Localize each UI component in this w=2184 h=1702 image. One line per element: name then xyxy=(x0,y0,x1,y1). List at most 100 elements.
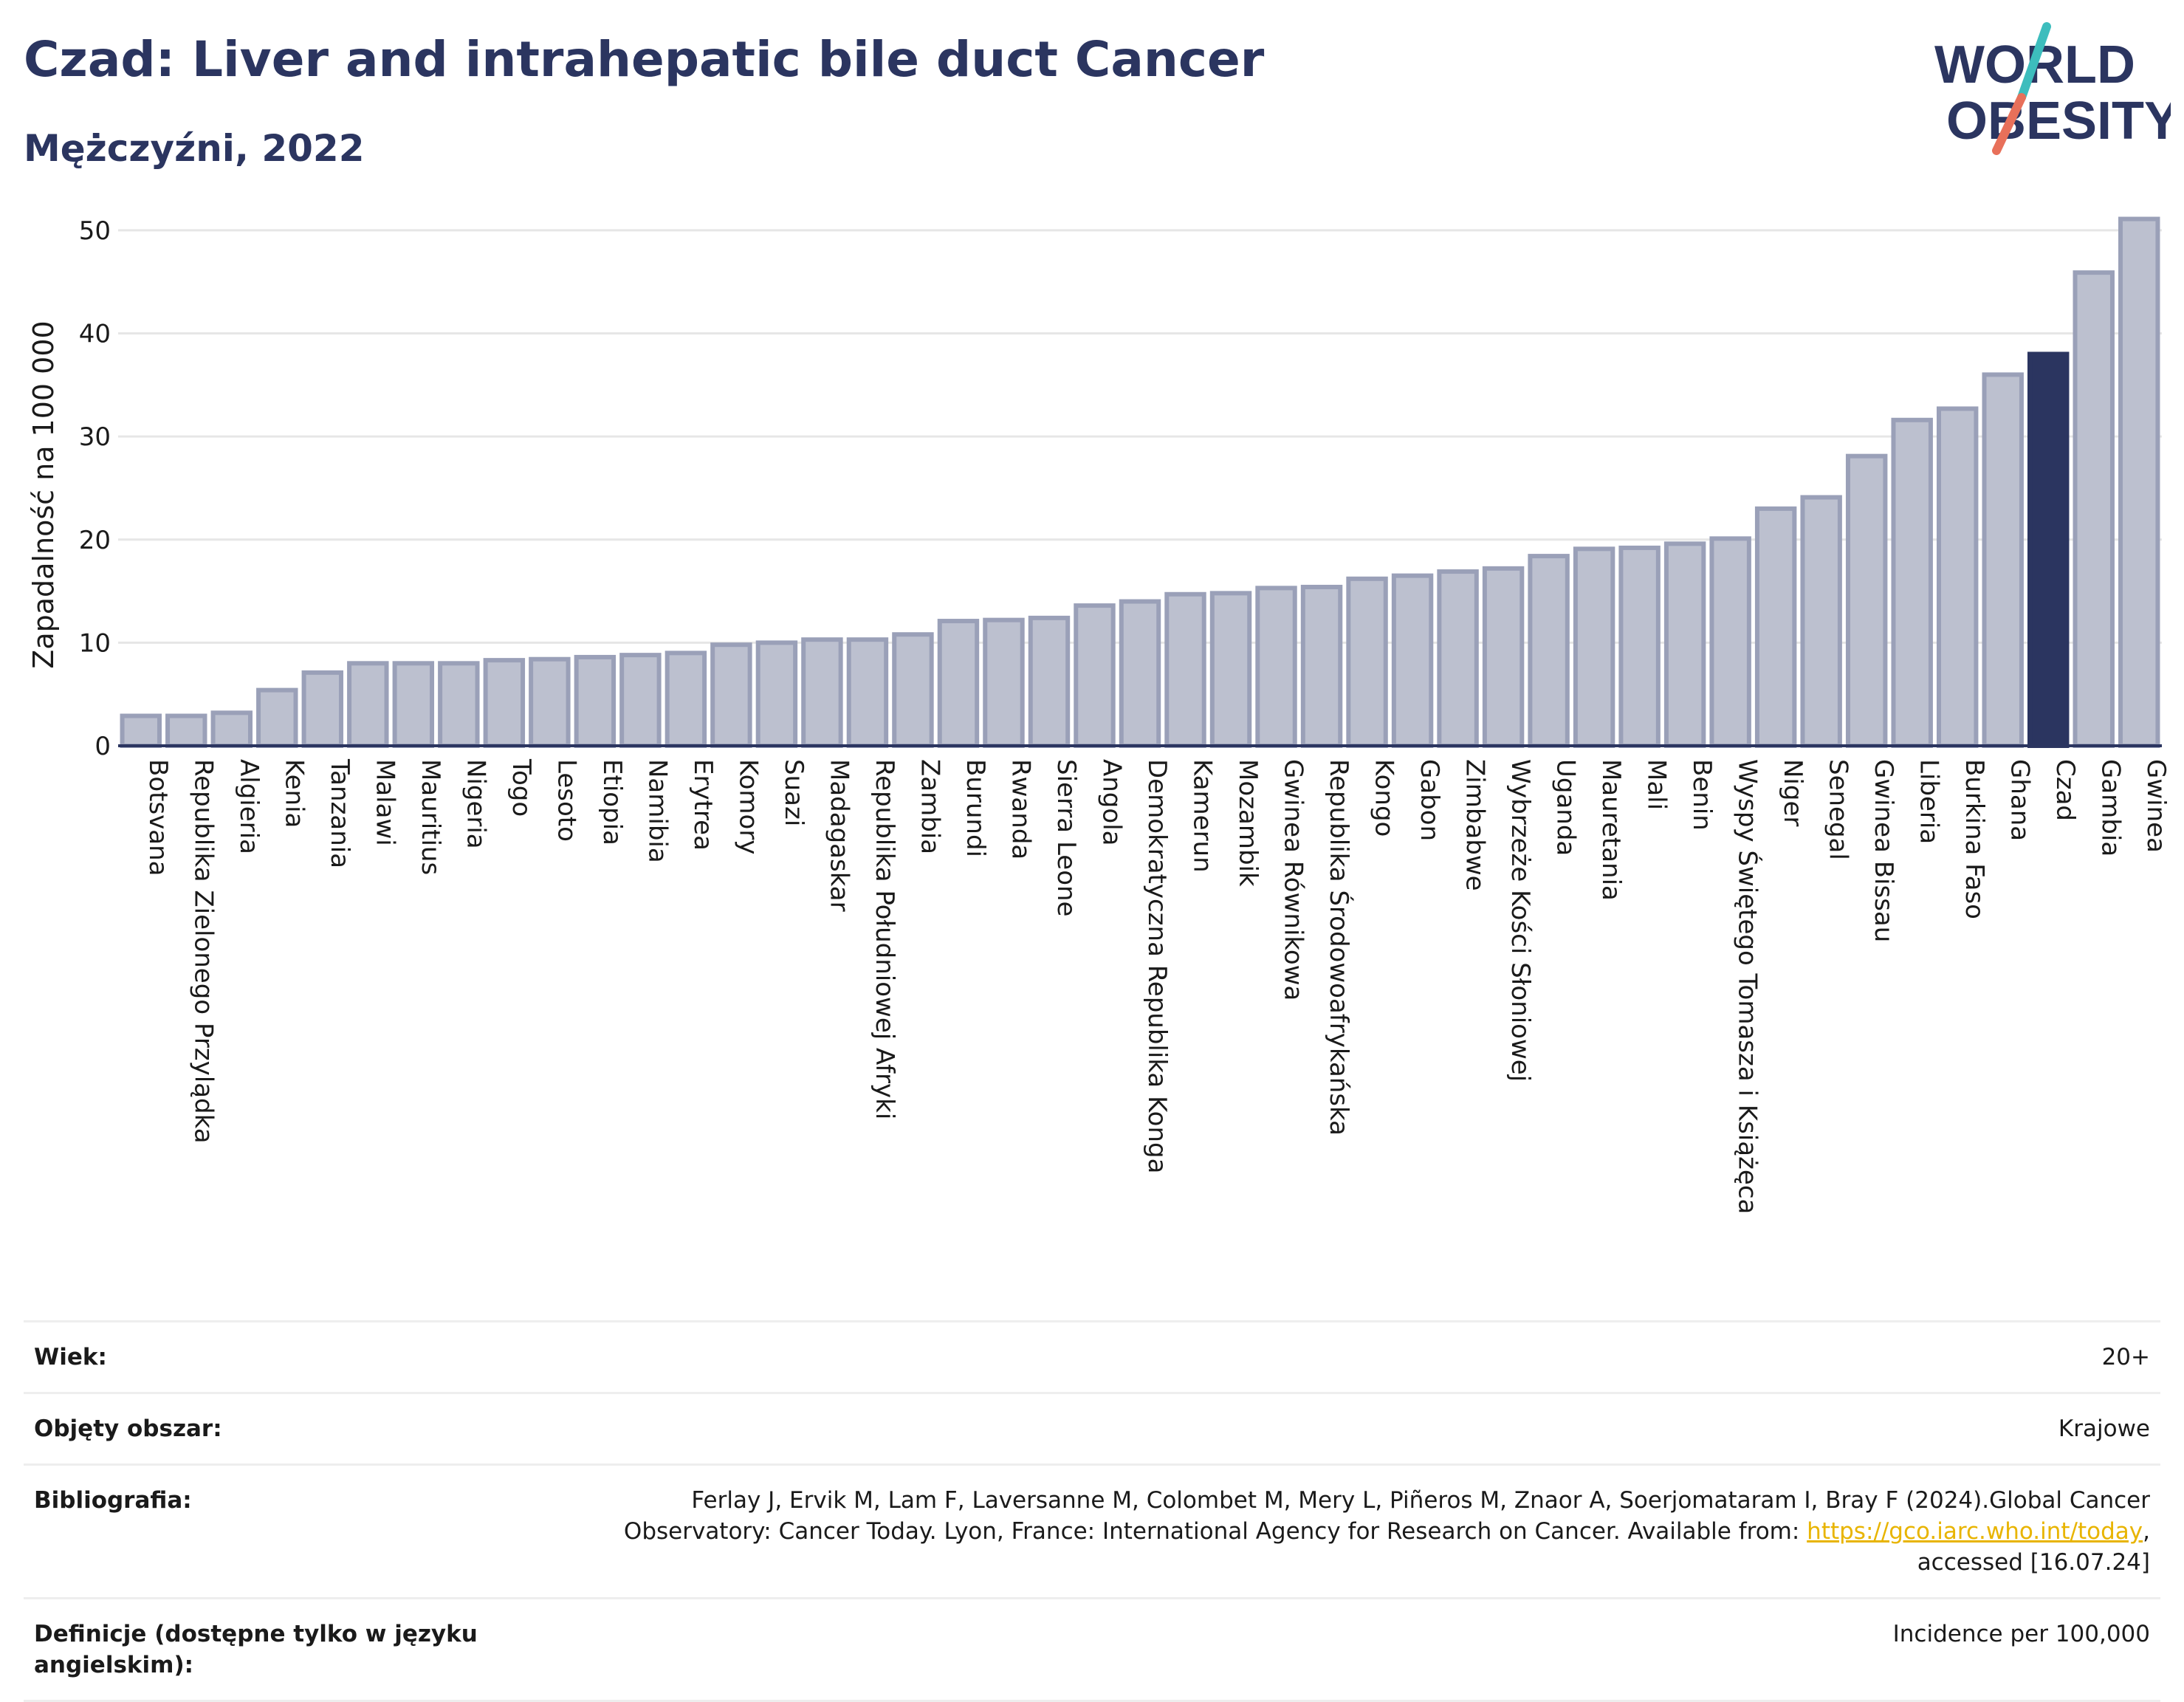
world-obesity-logo: WORLD OBESITY xyxy=(1934,22,2171,155)
y-axis-label: Zapadalność na 100 000 xyxy=(27,320,60,668)
x-tick-label: Republika Środowoafrykańska xyxy=(1324,759,1354,1136)
x-tick-label: Rwanda xyxy=(1006,759,1035,859)
x-tick-label: Angola xyxy=(1096,759,1126,845)
bar-chart: 0 10 20 30 40 50 Zapadalność na 100 000 Botsvan… xyxy=(27,216,2171,1214)
meta-row-bibliography: Bibliografia: Ferlay J, Ervik M, Lam F, … xyxy=(24,1463,2160,1597)
meta-def-label: Definicje (dostępne tylko w języku angie… xyxy=(34,1621,478,1678)
bar xyxy=(1573,546,1615,748)
y-tick-label: 10 xyxy=(79,628,111,658)
meta-row-area: Objęty obszar: Krajowe xyxy=(24,1392,2160,1463)
bar xyxy=(937,619,980,748)
y-tick-label: 30 xyxy=(79,422,111,452)
meta-bib-label: Bibliografia: xyxy=(34,1487,192,1514)
x-tick-label: Algieria xyxy=(234,759,264,854)
bar xyxy=(2118,216,2160,748)
meta-bib-text-2: Observatory: Cancer Today. Lyon, France:… xyxy=(623,1518,1807,1545)
meta-def-value: Incidence per 100,000 xyxy=(1892,1621,2150,1647)
bar xyxy=(210,710,253,748)
bar xyxy=(710,642,752,748)
x-tick-label: Kenia xyxy=(279,759,309,828)
y-tick-label: 20 xyxy=(79,526,111,555)
x-tick-label: Botsvana xyxy=(143,759,173,876)
bar xyxy=(256,687,298,748)
meta-bib-value: Ferlay J, Ervik M, Lam F, Laversanne M, … xyxy=(624,1485,2150,1578)
meta-bib-text-3: , xyxy=(2143,1518,2150,1545)
bar xyxy=(1528,554,1570,748)
bar xyxy=(1074,603,1116,749)
meta-area-label: Objęty obszar: xyxy=(34,1416,222,1442)
x-tick-label: Ghana xyxy=(2005,759,2035,841)
x-tick-label: Zimbabwe xyxy=(1460,759,1490,891)
x-tick-label: Togo xyxy=(506,758,536,817)
x-tick-label: Erytrea xyxy=(688,759,718,851)
x-tick-label: Burkina Faso xyxy=(1960,759,1989,919)
x-tick-label: Namibia xyxy=(642,759,672,863)
bar xyxy=(1618,545,1661,748)
x-tick-label: Republika Zielonego Przylądka xyxy=(188,759,218,1144)
bar xyxy=(1346,576,1388,749)
bar xyxy=(619,653,662,749)
bar xyxy=(1709,536,1751,748)
x-tick-label: Demokratyczna Republika Konga xyxy=(1142,759,1172,1173)
bar xyxy=(1936,406,1979,748)
meta-bib-text-1: Ferlay J, Ervik M, Lam F, Laversanne M, … xyxy=(691,1487,2150,1514)
x-tick-label: Kamerun xyxy=(1188,759,1218,873)
logo-slash-top xyxy=(2017,22,2051,102)
bar xyxy=(165,713,207,749)
bar xyxy=(120,713,162,749)
bar xyxy=(755,640,798,749)
logo-obesity-text: OBESITY xyxy=(1946,92,2171,151)
bar xyxy=(1800,495,1842,748)
x-tick-label: Malawi xyxy=(370,759,399,846)
x-tick-label: Tanzania xyxy=(325,758,354,868)
y-tick-label: 50 xyxy=(79,216,111,246)
bar xyxy=(529,656,571,748)
chart-title: Czad: Liver and intrahepatic bile duct C… xyxy=(24,31,1265,88)
bar xyxy=(1164,591,1206,748)
meta-bib-link[interactable]: https://gco.iarc.who.int/today xyxy=(1807,1518,2143,1545)
x-tick-label: Republika Południowej Afryki xyxy=(870,759,899,1119)
x-tick-label: Suazi xyxy=(779,759,808,826)
x-tick-label: Liberia xyxy=(1915,759,1944,844)
meta-row-definitions: Definicje (dostępne tylko w języku angie… xyxy=(24,1597,2160,1702)
x-tick-label: Lesoto xyxy=(552,759,581,842)
x-tick-label: Mozambik xyxy=(1233,759,1263,887)
x-tick-label: Zambia xyxy=(915,759,944,854)
x-tick-label: Czad xyxy=(2050,759,2080,821)
x-tick-label: Gambia xyxy=(2096,759,2126,857)
meta-age-label: Wiek: xyxy=(34,1344,107,1370)
bar xyxy=(347,661,389,748)
bar xyxy=(1437,569,1479,749)
bar xyxy=(1482,566,1525,748)
bar xyxy=(1982,372,2024,748)
y-tick-label: 40 xyxy=(79,320,111,349)
bar xyxy=(2073,270,2115,748)
bar xyxy=(1209,591,1252,749)
bar xyxy=(1391,573,1434,749)
y-tick-label: 0 xyxy=(95,732,111,761)
bar xyxy=(801,637,843,748)
bar xyxy=(892,632,934,748)
bar xyxy=(438,661,480,748)
bar xyxy=(301,670,344,748)
x-tick-label: Wybrzeże Kości Słoniowej xyxy=(1505,759,1535,1082)
bar xyxy=(574,654,617,748)
metadata-table: Wiek: 20+ Objęty obszar: Krajowe Bibliog… xyxy=(24,1320,2160,1702)
x-tick-label: Burundi xyxy=(961,759,990,857)
bar xyxy=(1300,584,1343,749)
meta-row-age: Wiek: 20+ xyxy=(24,1320,2160,1392)
x-tick-label: Nigeria xyxy=(461,759,490,849)
x-tick-label: Sierra Leone xyxy=(1051,759,1081,916)
bar xyxy=(1891,417,1933,748)
x-tick-label: Gwinea Równikowa xyxy=(1279,759,1308,1001)
x-tick-label: Madagaskar xyxy=(824,759,854,912)
x-tick-label: Mauritius xyxy=(416,759,445,875)
bar xyxy=(1119,599,1161,749)
bar xyxy=(846,637,889,748)
x-tick-label: Benin xyxy=(1687,759,1717,831)
x-tick-label: Gwinea Bissau xyxy=(1869,759,1898,942)
x-tick-label: Uganda xyxy=(1551,759,1581,856)
bar xyxy=(665,651,707,748)
bar xyxy=(483,658,526,749)
bar xyxy=(392,661,435,748)
